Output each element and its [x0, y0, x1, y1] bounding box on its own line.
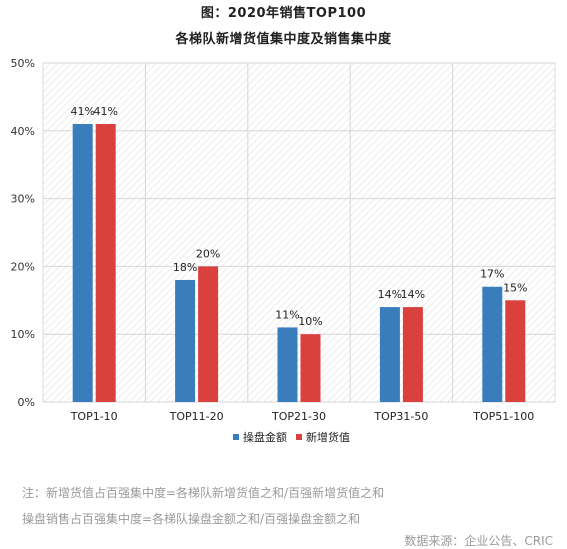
data-label: 17%	[480, 268, 504, 281]
x-tick-label: TOP11-20	[169, 410, 224, 423]
data-label: 20%	[196, 247, 220, 260]
bar-xinzeng	[505, 300, 526, 402]
bar-xinzeng	[95, 124, 116, 403]
bar-caopan	[175, 279, 196, 402]
bar-caopan	[277, 327, 298, 402]
bar-xinzeng	[300, 334, 321, 402]
data-label: 14%	[401, 288, 425, 301]
bar-caopan	[482, 286, 503, 402]
data-label: 15%	[503, 281, 527, 294]
data-label: 18%	[173, 261, 197, 274]
data-label: 14%	[378, 288, 402, 301]
data-label: 41%	[93, 105, 117, 118]
data-label: 41%	[70, 105, 94, 118]
footnote-2: 操盘销售占百强集中度=各梯队操盘金额之和/百强操盘金额之和	[22, 512, 361, 526]
legend-label: 新增货值	[306, 430, 350, 444]
bar-caopan	[72, 124, 93, 403]
x-tick-label: TOP21-30	[271, 410, 326, 423]
chart-subtitle: 各梯队新增货值集中度及销售集中度	[175, 32, 392, 47]
y-tick-label: 20%	[11, 260, 35, 273]
x-tick-label: TOP1-10	[70, 410, 118, 423]
x-tick-label: TOP51-100	[472, 410, 534, 423]
y-tick-label: 40%	[11, 125, 35, 138]
bar-xinzeng	[198, 266, 219, 402]
data-label: 11%	[275, 308, 299, 321]
plot-area	[42, 62, 556, 403]
legend-swatch	[296, 434, 302, 440]
y-tick-label: 10%	[11, 328, 35, 341]
y-tick-label: 0%	[18, 396, 35, 409]
bar-xinzeng	[402, 307, 423, 402]
y-tick-label: 50%	[11, 57, 35, 70]
data-label: 10%	[298, 315, 322, 328]
footnote-1: 注：新增货值占百强集中度=各梯队新增货值之和/百强新增货值之和	[22, 486, 385, 500]
bar-chart: 0%10%20%30%40%50% 41%41%18%20%11%10%14%1…	[11, 57, 556, 444]
legend-label: 操盘金额	[243, 430, 287, 444]
bar-caopan	[379, 307, 400, 402]
y-tick-label: 30%	[11, 193, 35, 206]
data-source: 数据来源：企业公告、CRIC	[404, 534, 553, 548]
x-tick-label: TOP31-50	[373, 410, 428, 423]
chart-title: 图：2020年销售TOP100	[200, 6, 367, 21]
legend-swatch	[233, 434, 239, 440]
